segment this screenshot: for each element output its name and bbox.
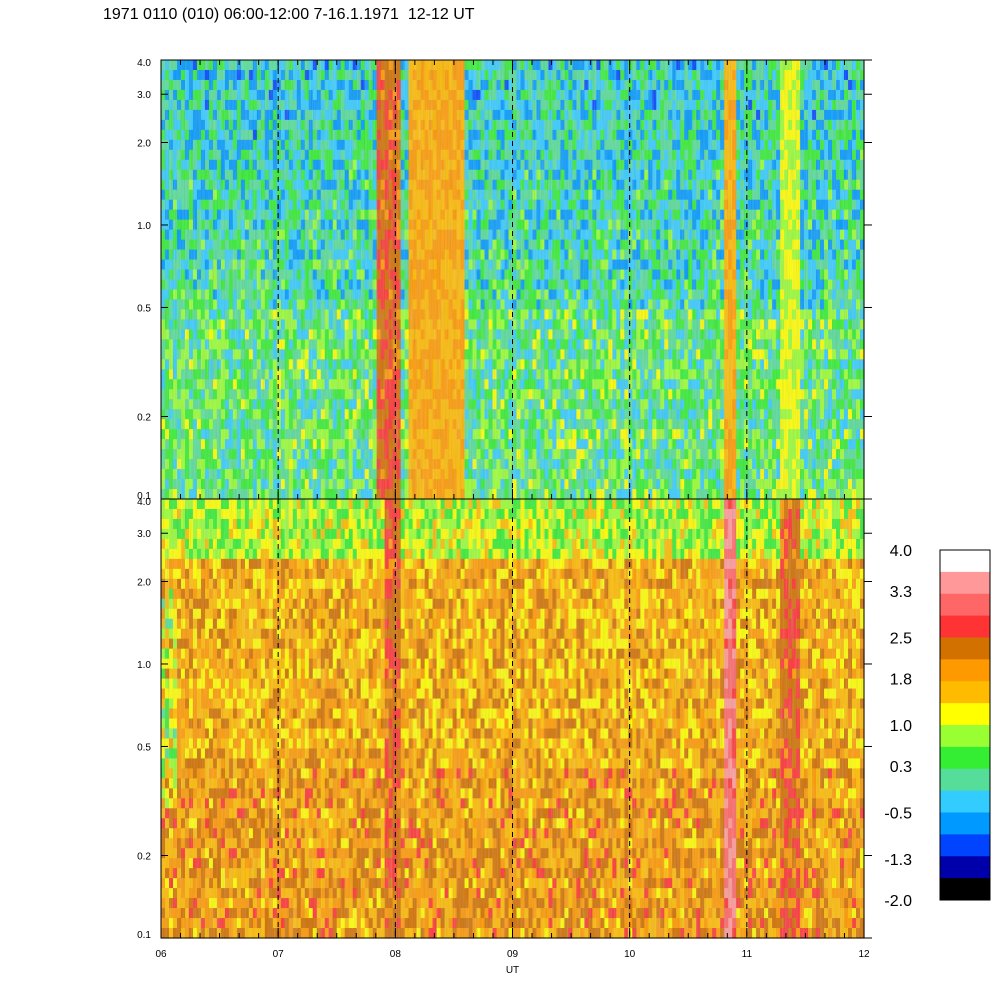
- chart-title: 1971 0110 (010) 06:00-12:00 7-16.1.1971 …: [103, 6, 475, 23]
